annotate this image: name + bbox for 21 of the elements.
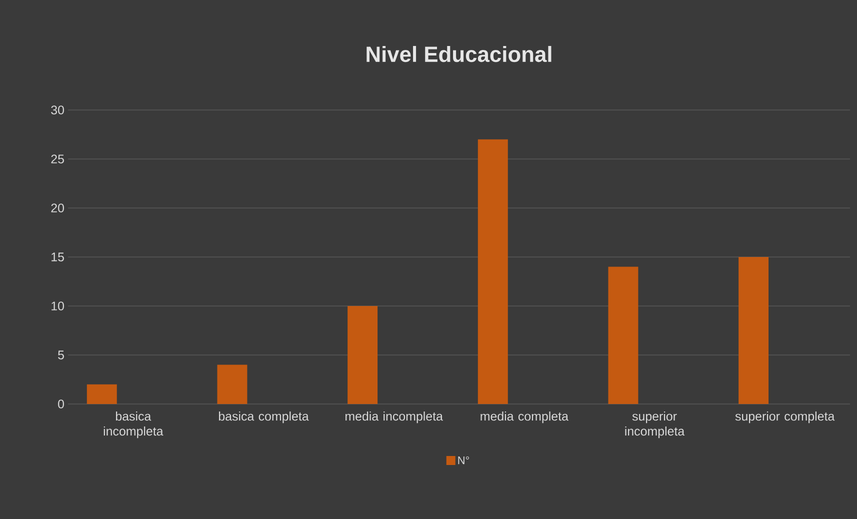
legend-label: N° (458, 456, 469, 464)
x-tick-label: media completa (480, 412, 568, 424)
bar (217, 364, 248, 404)
y-tick-label: 30 (51, 106, 64, 114)
y-tick-label: 0 (58, 400, 64, 408)
chart-title: Nivel Educacional (366, 46, 552, 62)
bar (348, 306, 378, 404)
x-tick-label: media incompleta (346, 412, 443, 424)
bar (738, 257, 769, 404)
x-tick-label: superior incompleta (625, 412, 685, 438)
x-tick-label: basica incompleta (104, 412, 164, 438)
y-tick-label: 10 (52, 302, 64, 310)
bar (478, 139, 508, 404)
x-tick-label: basica completa (218, 412, 309, 424)
y-tick-label: 15 (52, 252, 64, 262)
y-tick-label: 5 (58, 350, 64, 360)
bar (86, 384, 117, 404)
bar (608, 266, 638, 404)
x-tick-label: superior completa (735, 412, 835, 424)
y-tick-label: 20 (51, 204, 64, 212)
y-tick-label: 25 (51, 154, 64, 164)
